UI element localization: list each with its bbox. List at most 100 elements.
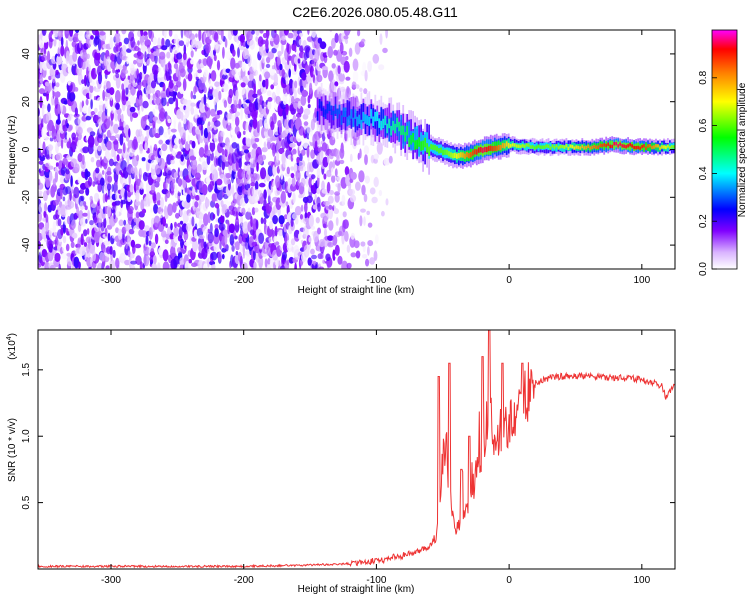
spectrogram-noise-cell-2011 [265, 63, 271, 69]
spectrogram-noise-cell-2010 [264, 71, 271, 79]
spectrogram-noise-cell-493 [90, 203, 97, 208]
spectrogram-noise-cell-2441 [314, 107, 317, 119]
spectrogram-noise-cell-989 [147, 47, 151, 53]
spectrogram-noise-cell-472 [87, 135, 95, 148]
snr-x-tick-label-1: -200 [234, 575, 254, 586]
spectrogram-noise-cell-71 [42, 141, 46, 155]
spectrogram-noise-cell-670 [109, 36, 114, 49]
spectrogram-noise-cell-209 [56, 54, 63, 66]
spectrogram-noise-cell-1064 [157, 37, 161, 49]
colorbar-tick-label-4: 0.8 [698, 70, 709, 84]
spectrogram-ridge-cell-507 [567, 146, 570, 151]
spectrogram-ridge-cell-222 [426, 132, 428, 152]
spectrogram-noise-cell-127 [48, 82, 53, 92]
spectrogram-noise-cell-1042 [157, 262, 161, 269]
spectrogram-noise-cell-84 [42, 34, 49, 43]
spectrogram-noise-cell-1238 [176, 52, 183, 60]
spectrogram-noise-cell-2675 [352, 70, 359, 83]
spectrogram-noise-cell-242 [62, 235, 67, 244]
spectrogram-noise-cell-2456 [316, 187, 321, 195]
spectrogram-noise-cell-1294 [184, 260, 191, 269]
spectrogram-noise-cell-1886 [249, 39, 255, 50]
spectrogram-noise-cell-2577 [334, 193, 340, 203]
snr-y-ticks: 0.5 1.0 1.5 [21, 362, 675, 510]
spectrogram-noise-cell-2581 [334, 168, 338, 178]
spectrogram-noise-cell-1953 [258, 119, 264, 127]
spectrogram-noise-cell-1416 [195, 40, 202, 49]
spectrogram-noise-cell-2172 [281, 35, 286, 41]
spectrogram-ridge-cell-486 [557, 142, 560, 150]
spectrogram-noise-cell-2092 [273, 33, 280, 46]
spectrogram-noise-cell-187 [53, 30, 59, 38]
spectrogram-noise-cell-628 [106, 205, 112, 218]
spectrogram-noise-cell-1173 [170, 155, 175, 161]
spectrogram-noise-cell-2406 [311, 254, 317, 260]
spectrogram-ridge-cell-186 [408, 121, 411, 141]
spectrogram-noise-cell-788 [126, 154, 131, 162]
spectrogram-ridge-cell-26 [328, 103, 331, 123]
spectrogram-noise-cell-1157 [168, 68, 172, 75]
spectrogram-noise-cell-499 [94, 107, 98, 114]
spectrogram-ridge-cell-611 [619, 142, 622, 146]
spectrogram-noise-cell-2509 [321, 142, 328, 152]
spectrogram-noise-cell-2641 [345, 38, 348, 45]
spectrogram-noise-cell-653 [109, 190, 113, 203]
spectrogram-noise-cell-958 [144, 125, 150, 130]
spectrogram-noise-cell-1241 [179, 257, 185, 266]
spectrogram-noise-cell-1643 [221, 74, 228, 80]
spectrogram-ridge-cell-174 [402, 129, 405, 149]
spectrogram-noise-cell-5 [38, 227, 41, 235]
spectrogram-noise-cell-1375 [194, 201, 199, 208]
spectrogram-noise-cell-595 [103, 240, 111, 246]
spectrogram-noise-cell-2628 [342, 219, 349, 230]
snr-y-tick-label-1: 1.0 [21, 429, 32, 443]
spectrogram-ridge-cell-439 [533, 146, 536, 150]
spectrogram-noise-cell-1142 [167, 203, 174, 216]
spectrogram-noise-cell-2235 [291, 176, 296, 187]
spectrogram-noise-cell-2639 [343, 60, 350, 73]
spectrogram-ridge-cell-78 [354, 113, 357, 133]
spectrogram-ridge-cell-170 [400, 114, 403, 135]
spectrogram-noise-cell-686 [113, 140, 119, 145]
spectrogram-noise-cell-1549 [212, 37, 215, 50]
spectrogram-x-tick-label-2: -100 [366, 275, 386, 286]
spectrogram-noise-cell-1505 [207, 231, 214, 244]
spectrogram-noise-cell-2016 [265, 30, 270, 39]
spectrogram-noise-cell-904 [139, 167, 142, 175]
spectrogram-noise-cell-2481 [321, 180, 325, 192]
spectrogram-noise-cell-1506 [209, 222, 213, 234]
spectrogram-noise-cell-1457 [201, 184, 208, 196]
spectrogram-ridge-cell-667 [647, 144, 649, 148]
spectrogram-noise-cell-2365 [305, 176, 309, 188]
spectrogram-ridge-cell-66 [348, 101, 351, 121]
spectrogram-ridge-cell-495 [561, 144, 564, 149]
spectrogram-noise-cell-1912 [252, 93, 259, 99]
spectrogram-noise-cell-803 [127, 230, 131, 243]
snr-series [38, 330, 675, 569]
spectrogram-noise-cell-634 [107, 166, 112, 175]
spectrogram-noise-cell-444 [87, 176, 93, 187]
spectrogram-noise-cell-321 [71, 219, 77, 230]
spectrogram-noise-cell-783 [124, 187, 128, 200]
spectrogram-noise-cell-158 [53, 37, 57, 47]
spectrogram-noise-cell-105 [47, 103, 51, 113]
spectrogram-noise-cell-1075 [158, 139, 163, 145]
spectrogram-ridge-cell-122 [376, 116, 379, 136]
spectrogram-noise-cell-1047 [155, 192, 161, 201]
spectrogram-noise-cell-2382 [307, 257, 312, 266]
spectrogram-noise-cell-1600 [220, 214, 225, 224]
spectrogram-ridge-cell-143 [386, 123, 389, 134]
spectrogram-noise-cell-1923 [255, 195, 261, 202]
spectrogram-ridge-cell-23 [326, 104, 329, 114]
spectrogram-noise-cell-172 [55, 162, 59, 168]
spectrogram-noise-cell-2542 [327, 195, 334, 204]
spectrogram-ridge-cell-18 [324, 95, 327, 115]
spectrogram-noise-cell-1719 [232, 30, 238, 36]
spectrogram-noise-cell-2038 [266, 90, 272, 97]
spectrogram-noise-cell-2717 [367, 60, 372, 72]
spectrogram-noise-cell-2338 [302, 225, 309, 238]
spectrogram-ridge-cell-130 [380, 107, 383, 127]
spectrogram-ridge-cell-658 [643, 144, 645, 152]
spectrogram-noise-cell-555 [96, 96, 104, 106]
spectrogram-noise-cell-1253 [180, 154, 184, 162]
